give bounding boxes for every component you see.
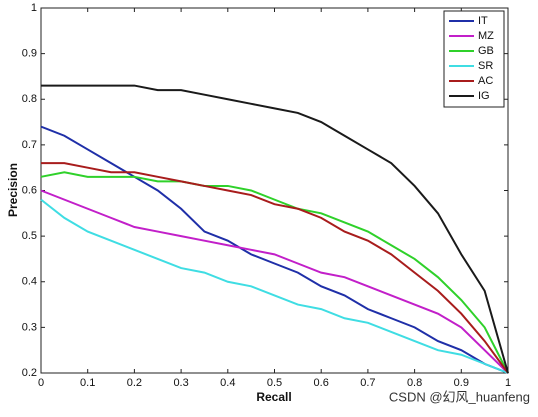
watermark: CSDN @幻风_huanfeng	[389, 389, 530, 404]
legend-label: SR	[478, 60, 493, 72]
x-tick-label: 0.8	[407, 377, 422, 389]
x-tick-label: 0	[38, 377, 44, 389]
legend-label: MZ	[478, 30, 494, 42]
series-line	[40, 125, 509, 374]
legend-label: AC	[478, 75, 493, 87]
series-line	[41, 162, 509, 374]
y-tick-label: 0.2	[22, 367, 37, 379]
y-tick-label: 0.8	[22, 93, 37, 105]
series-line	[40, 171, 509, 374]
legend-label: IT	[478, 15, 488, 27]
x-axis-label: Recall	[256, 390, 291, 404]
x-tick-label: 0.4	[220, 377, 235, 389]
legend-box	[443, 10, 505, 108]
y-tick-label: 0.7	[22, 139, 37, 151]
plot-frame	[40, 7, 509, 374]
x-tick-label: 1	[505, 377, 511, 389]
x-tick-label: 0.5	[267, 377, 282, 389]
series-line	[40, 198, 509, 374]
y-tick-label: 0.3	[22, 321, 37, 333]
y-tick-label: 0.9	[22, 48, 37, 60]
series-line	[41, 84, 509, 374]
y-tick-label: 0.4	[22, 276, 37, 288]
x-tick-label: 0.1	[80, 377, 95, 389]
legend-label: IG	[478, 90, 490, 102]
y-tick-label: 0.6	[22, 184, 37, 196]
x-tick-label: 0.2	[127, 377, 142, 389]
x-tick-label: 0.9	[454, 377, 469, 389]
y-tick-label: 1	[31, 2, 37, 14]
y-tick-label: 0.5	[22, 230, 37, 242]
x-tick-label: 0.7	[360, 377, 375, 389]
y-axis-label: Precision	[6, 163, 20, 217]
x-tick-label: 0.6	[314, 377, 329, 389]
series-line	[40, 189, 509, 374]
legend-label: GB	[478, 45, 494, 57]
x-tick-label: 0.3	[173, 377, 188, 389]
